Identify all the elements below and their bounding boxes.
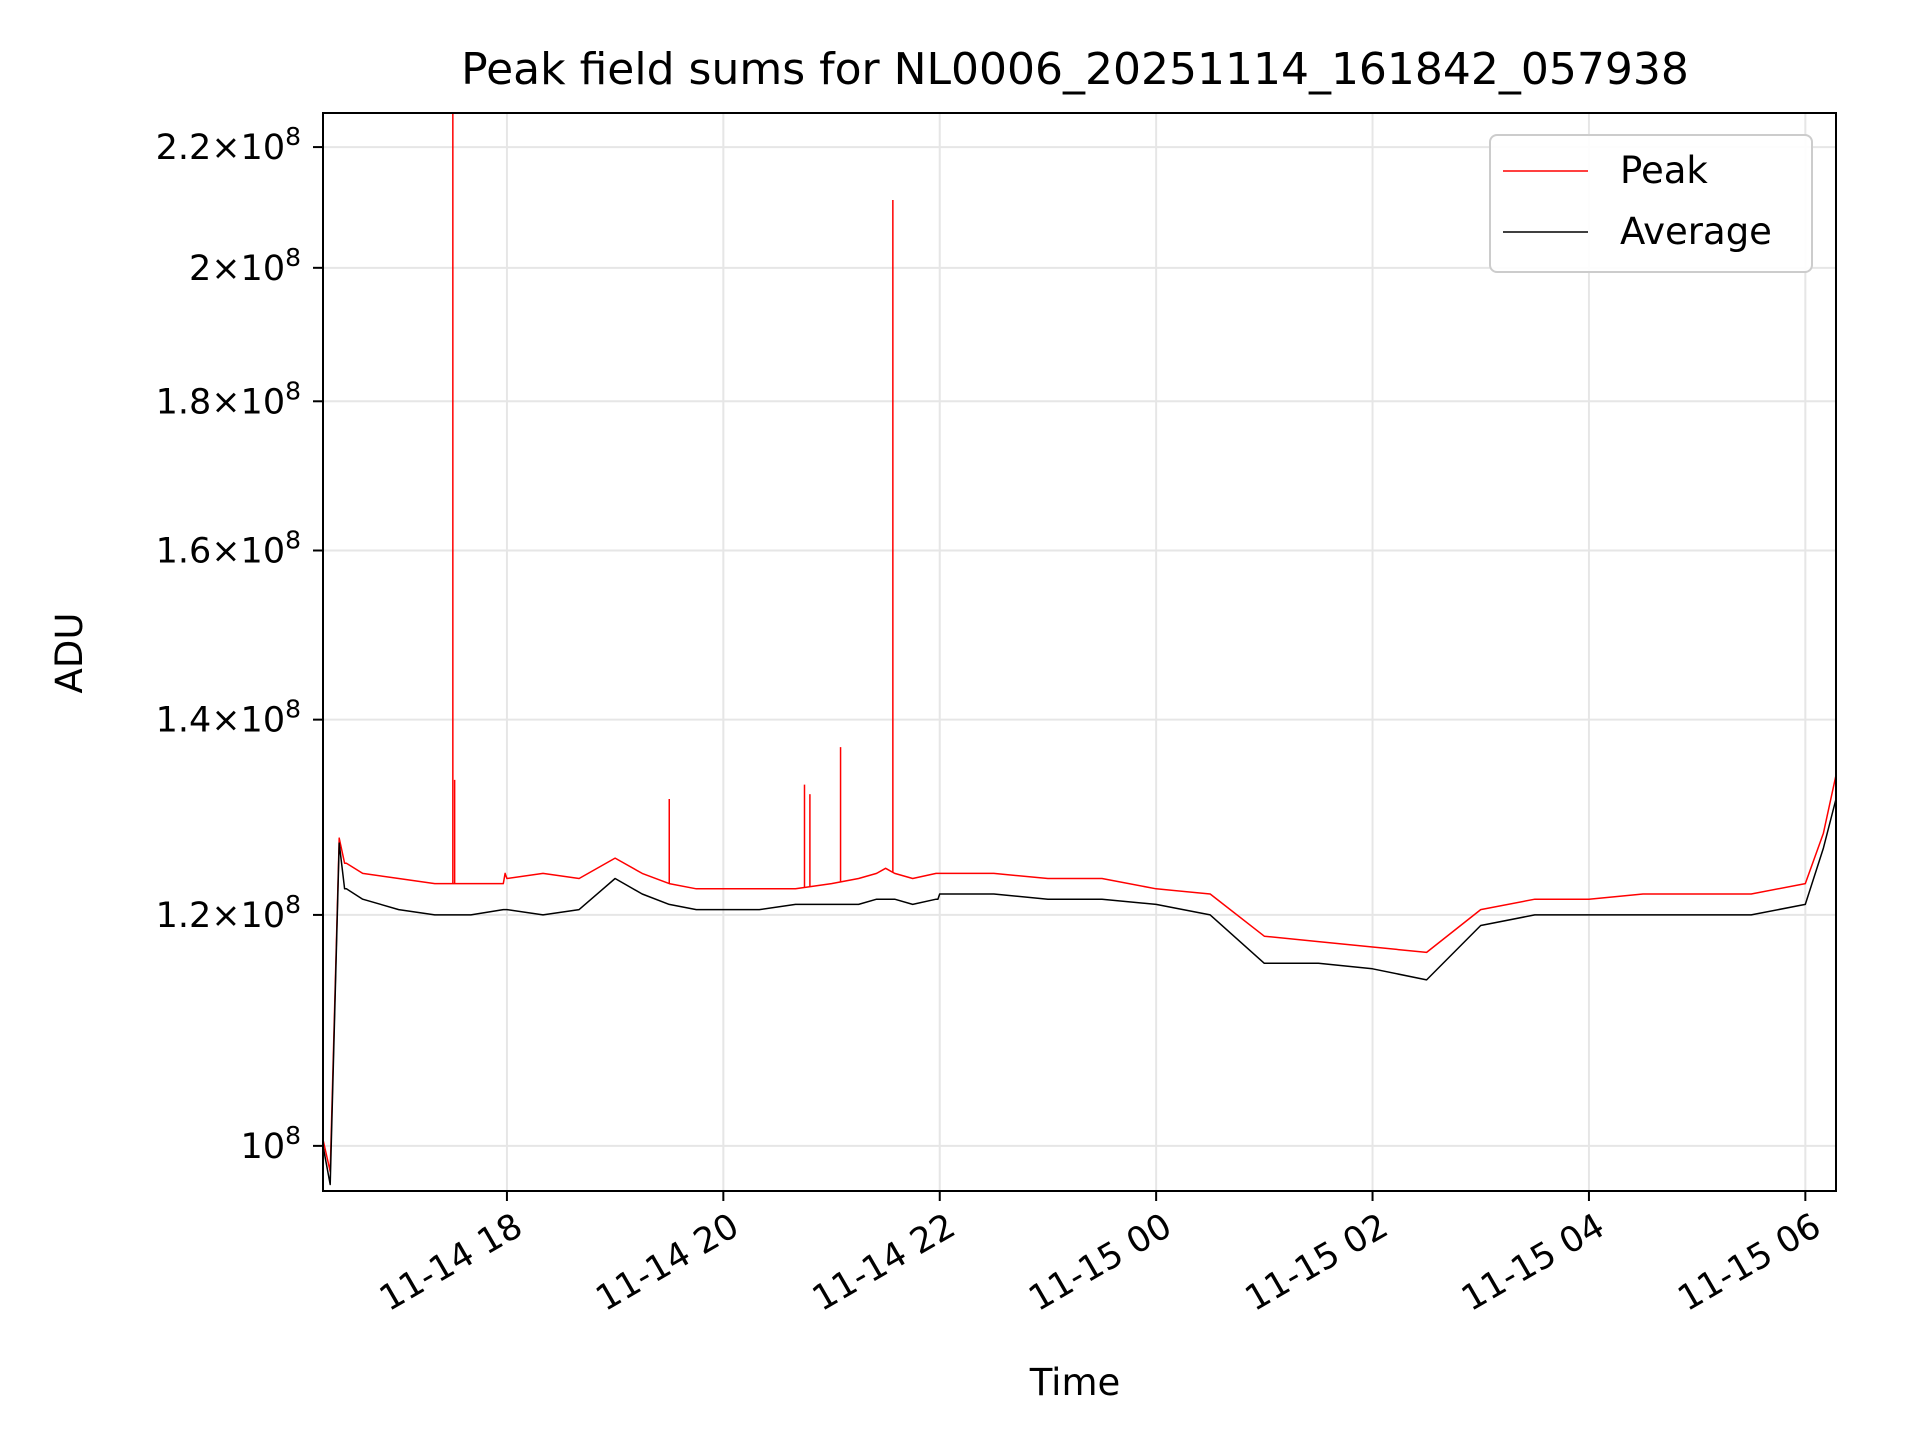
legend-label-average: Average [1620, 210, 1772, 253]
axes-frame [322, 112, 1837, 1192]
legend: Peak Average [1489, 134, 1813, 273]
y-tick-label: 2×108 [189, 243, 301, 289]
y-tick-label: 1.6×108 [156, 525, 301, 571]
y-tick-label: 1.2×108 [156, 890, 301, 936]
x-axis-label: Time [1029, 1361, 1121, 1404]
y-tick-label: 1.4×108 [156, 695, 301, 741]
y-tick-label: 2.2×108 [156, 122, 301, 168]
series-line-peak [322, 774, 1837, 1173]
legend-label-peak: Peak [1620, 149, 1708, 192]
series-line-average [322, 798, 1837, 1186]
chart-title: Peak field sums for NL0006_20251114_1618… [461, 44, 1689, 95]
y-axis: 108 1.2×108 1.4×108 1.6×108 1.8×108 2×108 2.2×… [156, 122, 323, 1167]
y-tick-label: 108 [241, 1121, 301, 1167]
plot-lines [322, 113, 1837, 1186]
legend-box [1489, 134, 1813, 273]
y-axis-label: ADU [48, 613, 91, 694]
grid [323, 113, 1836, 1191]
y-tick-label: 1.8×108 [156, 376, 301, 422]
